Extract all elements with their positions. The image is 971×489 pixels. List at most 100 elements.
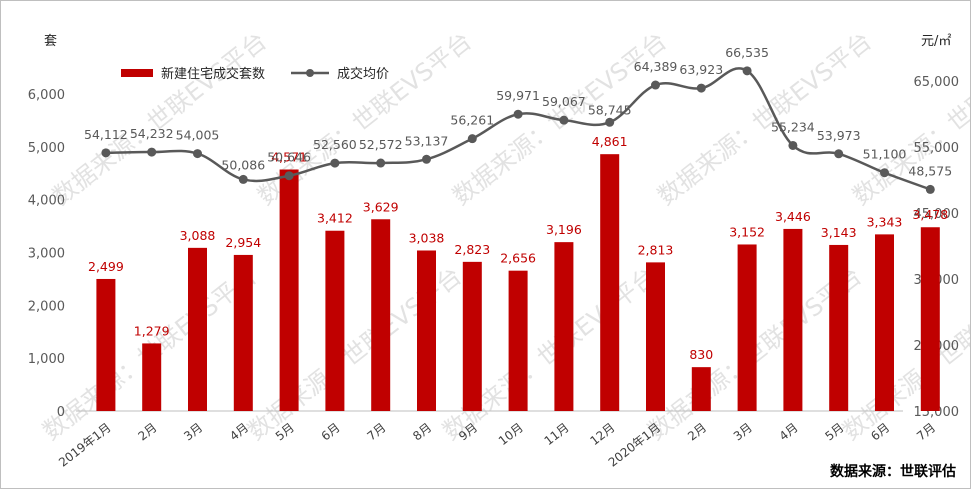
bar-label-1: 1,279 (134, 323, 170, 338)
bar-15 (783, 228, 803, 411)
x-tick-18: 7月 (914, 420, 938, 443)
price-label-12: 64,389 (634, 59, 678, 74)
price-label-15: 55,234 (771, 119, 815, 134)
price-label-9: 59,971 (496, 88, 540, 103)
price-label-4: 50,646 (267, 150, 311, 165)
price-point-0 (101, 148, 111, 158)
bar-label-16: 3,143 (821, 225, 857, 240)
bar-16 (829, 244, 849, 411)
price-point-18 (925, 184, 935, 194)
bar-12 (646, 262, 665, 411)
y-right-tick-3: 45,000 (914, 207, 960, 222)
legend: 新建住宅成交套数 成交均价 (121, 66, 389, 82)
bar-label-12: 2,813 (638, 242, 674, 257)
bar-2 (188, 247, 207, 411)
bar-4 (279, 169, 299, 411)
y-right-tick-4: 55,000 (914, 141, 960, 156)
x-tick-6: 7月 (364, 420, 388, 443)
bar-10 (554, 242, 574, 411)
legend-line-marker (306, 69, 314, 77)
bar-label-14: 3,152 (729, 224, 765, 239)
bar-label-18: 3,478 (912, 207, 948, 222)
price-point-4 (284, 171, 294, 181)
price-point-1 (147, 147, 157, 157)
price-point-3 (238, 174, 248, 184)
x-tick-10: 11月 (542, 420, 572, 448)
bar-label-2: 3,088 (180, 228, 216, 243)
bar-label-6: 3,629 (363, 199, 399, 214)
source-note: 数据来源：世联评估 (830, 463, 956, 480)
y-left-tick-3: 3,000 (28, 247, 65, 262)
y-left-tick-0: 0 (57, 405, 65, 420)
bar-label-8: 2,823 (454, 242, 490, 257)
price-point-7 (422, 154, 431, 164)
bar-label-3: 2,954 (225, 235, 261, 250)
price-label-3: 50,086 (221, 157, 265, 172)
bar-label-11: 4,861 (592, 134, 628, 149)
price-label-17: 51,100 (863, 147, 907, 162)
bar-data-labels: 2,499 1,279 3,088 2,954 4,571 3,412 3,629 3,038… (88, 134, 948, 362)
y-right-unit: 元/㎡ (921, 34, 951, 49)
x-tick-1: 2月 (135, 420, 159, 443)
price-point-9 (513, 109, 523, 119)
price-points (101, 66, 935, 194)
x-tick-5: 6月 (319, 420, 343, 443)
bar-label-7: 3,038 (409, 230, 445, 245)
bar-label-0: 2,499 (88, 259, 124, 274)
x-tick-7: 8月 (410, 420, 434, 443)
price-point-5 (330, 158, 340, 168)
bar-11 (600, 154, 620, 411)
price-label-8: 56,261 (450, 113, 494, 128)
price-point-16 (834, 149, 844, 159)
bar-18 (920, 227, 940, 411)
bar-label-17: 3,343 (867, 214, 903, 229)
price-label-10: 59,067 (542, 94, 586, 109)
price-point-15 (788, 140, 798, 150)
y-left-axis: 0 1,000 2,000 3,000 4,000 5,000 6,000 (28, 88, 65, 420)
bar-label-9: 2,656 (500, 251, 536, 266)
price-label-2: 54,005 (176, 128, 220, 143)
y-left-tick-1: 1,000 (28, 352, 65, 367)
y-right-tick-5: 65,000 (914, 75, 960, 90)
x-tick-9: 10月 (496, 420, 526, 448)
price-label-11: 58,745 (588, 102, 632, 117)
price-point-6 (376, 158, 386, 168)
legend-bar-label: 新建住宅成交套数 (161, 66, 265, 82)
y-left-tick-4: 4,000 (28, 194, 65, 209)
price-point-11 (605, 117, 615, 127)
price-label-5: 52,560 (313, 137, 357, 152)
x-tick-15: 4月 (777, 420, 801, 443)
y-left-tick-2: 2,000 (28, 299, 65, 314)
bar-label-4: 4,571 (271, 149, 307, 164)
bar-9 (508, 270, 528, 411)
x-tick-2: 3月 (181, 420, 205, 443)
legend-line-label: 成交均价 (337, 66, 389, 82)
x-tick-13: 2月 (685, 420, 709, 443)
price-label-6: 52,572 (359, 137, 403, 152)
bar-14 (737, 244, 757, 411)
price-point-8 (467, 134, 477, 144)
bar-13 (691, 367, 711, 411)
y-left-unit: 套 (44, 33, 57, 49)
bar-label-15: 3,446 (775, 209, 811, 224)
price-label-18: 48,575 (908, 163, 952, 178)
y-left-tick-6: 6,000 (28, 88, 65, 103)
bar-8 (462, 261, 482, 411)
bar-7 (417, 250, 436, 411)
x-tick-11: 12月 (587, 420, 617, 448)
price-label-16: 53,973 (817, 128, 861, 143)
bar-3 (233, 254, 253, 411)
price-label-7: 53,137 (405, 133, 449, 148)
bar-17 (875, 234, 894, 411)
watermark-0: 数据来源：世联EVS平台 (47, 27, 271, 211)
bar-5 (325, 230, 345, 411)
y-left-tick-5: 5,000 (28, 141, 65, 156)
bar-1 (142, 343, 162, 411)
x-tick-14: 3月 (731, 420, 755, 443)
bar-label-13: 830 (689, 347, 713, 362)
price-point-10 (559, 115, 569, 125)
legend-bar-swatch (121, 69, 153, 77)
